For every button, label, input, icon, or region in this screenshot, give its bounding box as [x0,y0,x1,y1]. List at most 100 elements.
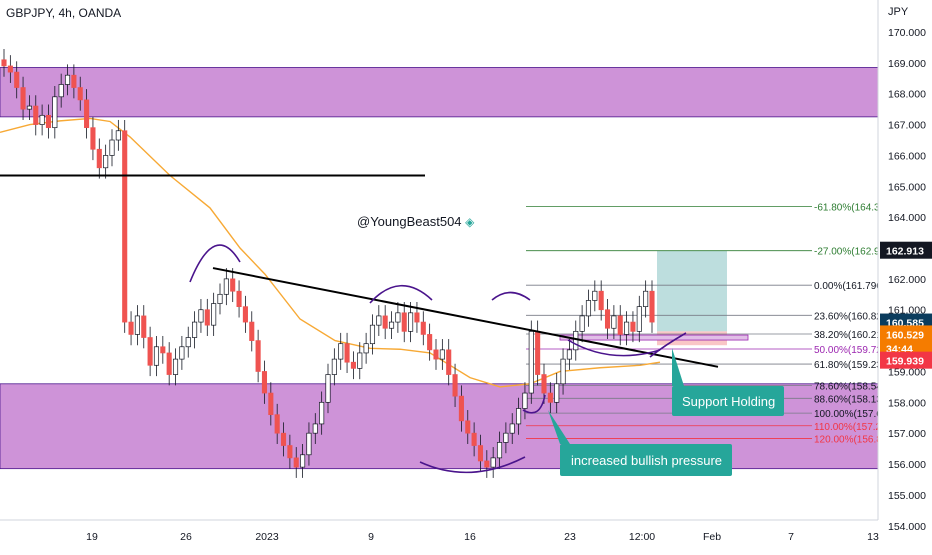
fib-level-label: -27.00%(162.91 [814,247,886,258]
trend-line[interactable] [212,267,719,368]
candle [357,352,363,369]
target-zone[interactable] [657,250,727,332]
price-label-badge[interactable] [880,351,932,369]
pattern-arc[interactable] [189,244,241,283]
time-tick-label: Feb [703,531,721,543]
time-tick-label: 19 [86,531,98,543]
candle [560,358,566,385]
callout-box [560,444,732,476]
candle [414,312,420,323]
candle [64,74,71,85]
candle [319,401,325,425]
callout-text: Support Holding [682,394,775,409]
time-tick-label: 16 [464,531,476,543]
candle [363,343,369,354]
candle [592,290,598,301]
candle [96,148,102,169]
fib-level-label: 61.80%(159.239 [814,360,888,371]
time-axis[interactable]: 19 26 2023 9 16 23 12:00 Feb 7 13 [0,519,879,543]
time-tick-label: 9 [368,531,374,543]
candle [103,155,109,169]
candle [90,127,96,150]
callouts-layer[interactable]: Support Holding increased bullish pressur… [548,348,784,476]
entry-band[interactable] [559,334,749,341]
candle [465,420,471,434]
price-tick-label: 156.000 [888,459,926,471]
candle [427,334,433,351]
price-tick-label: 167.000 [888,120,926,132]
candle [344,343,350,363]
candle [439,349,445,360]
callout-text: increased bullish pressure [571,453,722,468]
fib-level-label: 0.00%(161.796) [814,281,885,292]
fibonacci-layer[interactable]: -61.80%(164.35 -27.00%(162.91 0.00%(161.79… [526,202,888,445]
candle [26,105,32,110]
pattern-arc[interactable] [522,394,546,414]
candle [617,315,623,335]
support-holding-callout[interactable]: Support Holding [672,348,784,416]
pattern-arc[interactable] [491,291,531,301]
candle [338,343,344,360]
price-tick-label: 155.000 [888,490,926,502]
price-axis-bg [878,0,932,550]
candle [166,352,172,375]
candle [223,278,229,295]
fib-level-label: 100.00%(157.65 [814,409,888,420]
candle [490,457,496,468]
price-tick-label: 166.000 [888,150,926,162]
candle [71,74,77,88]
pattern-arc[interactable] [567,339,661,357]
candle [179,346,185,360]
callout-pointer [548,410,570,444]
candle [611,315,617,329]
price-tick-label: 169.000 [888,58,926,70]
candle [446,349,452,375]
projection-arc[interactable] [649,332,687,358]
candle [249,321,255,341]
candle [541,374,547,394]
fib-level-label: 88.60%(158.130 [814,394,888,405]
price-label-text: 159.939 [886,356,924,368]
candle [242,306,248,323]
candle [350,361,356,369]
candle [503,432,509,443]
candle [109,139,115,156]
candle [528,330,534,394]
price-axis[interactable]: 170.000 169.000 168.000 167.000 166.000 165.0… [877,0,932,550]
position-layer[interactable] [559,250,749,346]
candle [408,312,414,332]
candle [261,371,268,394]
candle [471,432,477,446]
pattern-arc[interactable] [369,284,433,304]
candle [306,432,312,456]
fib-level-label: 110.00%(157.24 [814,422,887,433]
price-tick-label: 165.000 [888,181,926,193]
candle [573,330,579,351]
time-tick-label: 23 [564,531,576,543]
candle [585,300,592,317]
candle [211,303,217,326]
candle [477,445,484,462]
diamond-icon: ◈ [465,215,475,229]
symbol-title[interactable]: GBPJPY, 4h, OANDA [6,6,122,20]
drawings-layer[interactable] [0,174,719,474]
candle [401,312,407,332]
candle [160,346,166,354]
time-tick-label: 2023 [255,531,279,543]
candles-layer [1,48,655,478]
time-tick-label: 26 [180,531,192,543]
bullish-pressure-callout[interactable]: increased bullish pressure [548,410,732,476]
resistance-zone [0,67,879,118]
price-label-text: 160.529 [886,329,924,341]
candle [115,130,121,141]
price-label-badge[interactable] [880,241,932,259]
candle [1,59,7,67]
candle [128,321,134,335]
candle [204,309,210,326]
callout-box [672,386,784,416]
price-label-badge[interactable] [880,325,932,343]
fib-level-label: 23.60%(160.820 [814,311,888,322]
pattern-arc[interactable] [419,456,526,474]
